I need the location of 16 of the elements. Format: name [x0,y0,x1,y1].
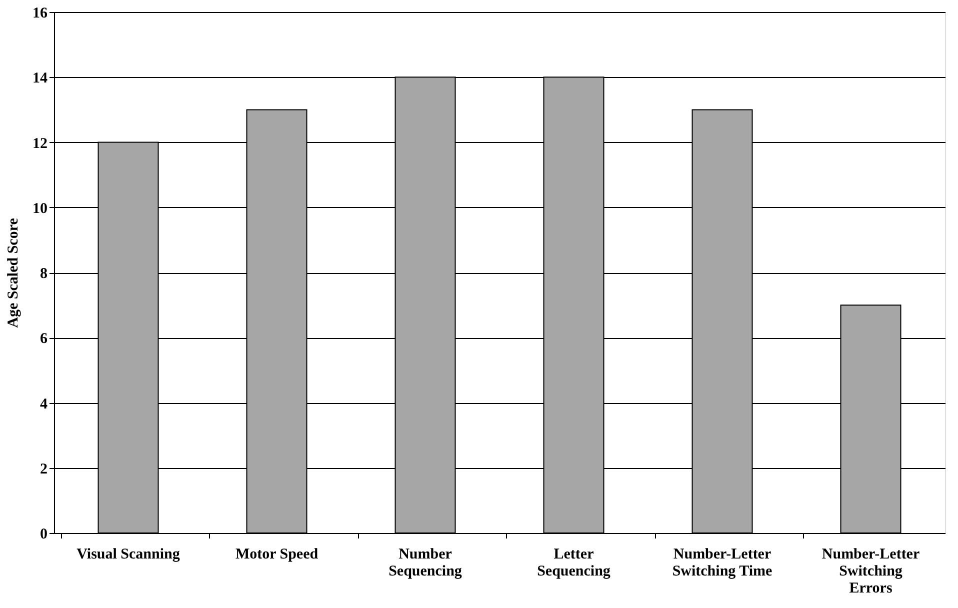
y-tick-label: 12 [32,136,48,152]
x-tick-label: Number-Letter Switching Time [672,546,773,580]
y-tick-label: 2 [40,461,48,478]
x-tick-label: Visual Scanning [76,546,180,562]
y-tick-label: 0 [40,526,48,542]
y-tick-label: 10 [32,200,48,217]
x-tick-label: Letter Sequencing [537,546,611,580]
x-tick-label: Number-Letter Switching Errors [822,546,920,596]
y-tick-label: 4 [40,396,48,412]
x-tick-label: Number Sequencing [388,546,462,580]
x-tick-label: Motor Speed [235,546,319,562]
y-tick-label: 14 [32,70,48,87]
y-axis-title: Age Scaled Score [6,218,22,328]
y-tick-label: 6 [40,331,48,348]
y-tick-label: 16 [32,6,48,22]
y-tick-label: 8 [40,266,48,282]
